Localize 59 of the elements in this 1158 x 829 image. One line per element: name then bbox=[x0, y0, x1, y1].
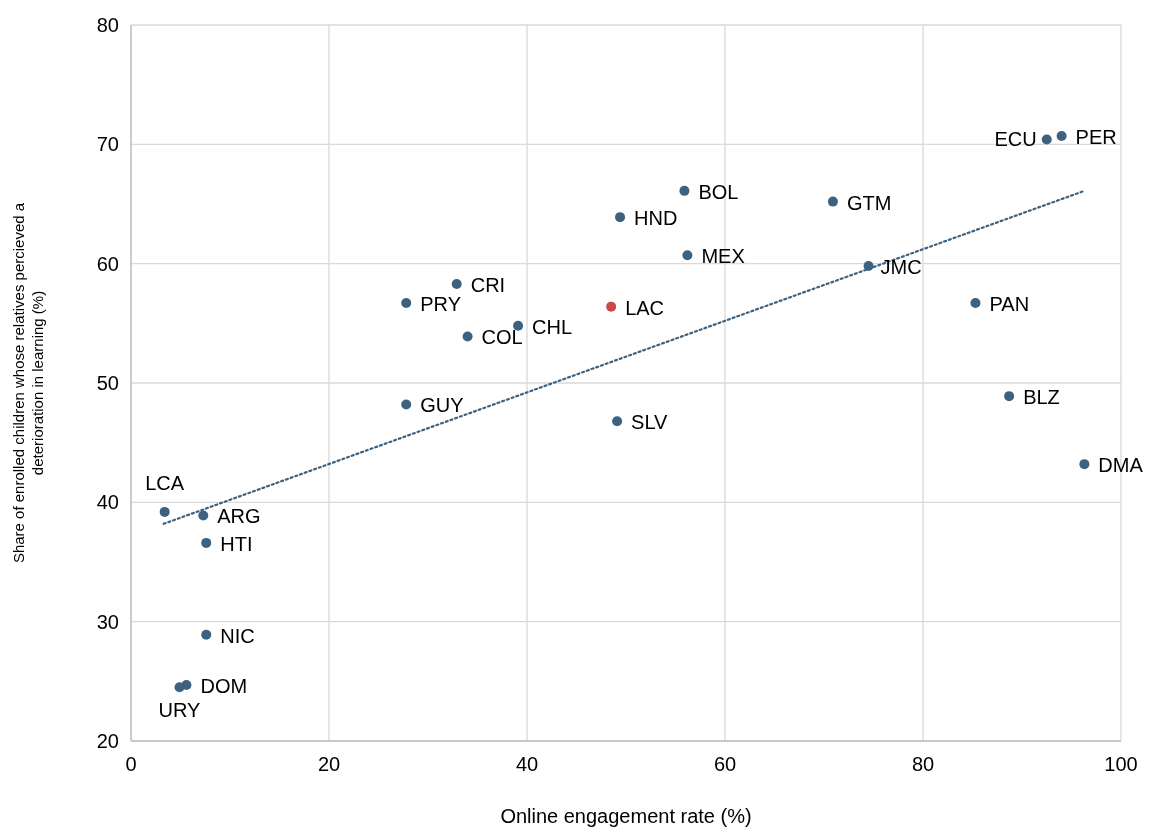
annotation: DOM bbox=[200, 674, 248, 697]
annotation: PAN bbox=[989, 293, 1030, 316]
x-tick-label: 20 bbox=[317, 753, 341, 775]
point bbox=[682, 250, 693, 261]
annotation: GUY bbox=[420, 394, 464, 417]
point bbox=[401, 399, 412, 410]
point bbox=[201, 537, 212, 548]
point bbox=[1004, 391, 1015, 402]
point bbox=[612, 416, 623, 427]
point bbox=[679, 185, 690, 196]
point bbox=[1041, 134, 1052, 145]
annotation: PRY bbox=[420, 293, 461, 316]
x-axis-title: Online engagement rate (%) bbox=[500, 805, 752, 827]
point bbox=[606, 301, 617, 312]
annotation: GTM bbox=[846, 191, 892, 214]
x-tick-label: 0 bbox=[125, 753, 137, 775]
y-tick-label: 70 bbox=[96, 133, 119, 156]
x-tick-label: 60 bbox=[713, 753, 737, 775]
y-tick-label: 60 bbox=[96, 252, 119, 275]
annotation: ARG bbox=[217, 505, 261, 528]
annotation: DMA bbox=[1098, 454, 1144, 477]
annotation: SLV bbox=[631, 411, 669, 434]
annotation: BLZ bbox=[1023, 386, 1060, 409]
point bbox=[827, 196, 838, 207]
annotation: URY bbox=[158, 699, 201, 722]
annotation: CRI bbox=[470, 273, 506, 296]
annotation: HND bbox=[634, 207, 678, 230]
annotation: COL bbox=[481, 326, 523, 349]
annotation: LCA bbox=[145, 471, 185, 494]
point bbox=[1056, 130, 1067, 141]
point bbox=[174, 682, 185, 693]
x-tick-label: 40 bbox=[515, 753, 539, 775]
annotation: CHL bbox=[532, 315, 573, 338]
x-tick-label: 100 bbox=[1104, 753, 1138, 775]
annotation: NIC bbox=[220, 624, 255, 647]
point bbox=[198, 510, 209, 521]
point bbox=[451, 278, 462, 289]
annotation: JMC bbox=[880, 256, 922, 279]
point bbox=[970, 298, 981, 309]
annotation: ECU bbox=[994, 127, 1037, 150]
annotation: LAC bbox=[625, 296, 665, 319]
point bbox=[159, 506, 170, 517]
y-tick-label: 30 bbox=[96, 610, 119, 633]
point bbox=[462, 331, 473, 342]
y-tick-label: 80 bbox=[96, 14, 119, 36]
annotation: MEX bbox=[701, 245, 745, 268]
y-tick-label: 20 bbox=[96, 730, 119, 752]
annotation: HTI bbox=[220, 532, 253, 555]
point bbox=[615, 212, 626, 223]
point bbox=[1079, 459, 1090, 470]
y-tick-label: 40 bbox=[96, 491, 119, 514]
y-axis-title: Share of enrolled children whose relatives percieved a deterioration in learning (%) bbox=[10, 202, 46, 564]
point bbox=[401, 298, 412, 309]
x-tick-label: 80 bbox=[911, 753, 935, 775]
y-tick-label: 50 bbox=[96, 372, 119, 394]
annotation: PER bbox=[1075, 125, 1117, 148]
point bbox=[513, 320, 524, 331]
point bbox=[201, 629, 212, 640]
annotation: BOL bbox=[698, 180, 739, 203]
